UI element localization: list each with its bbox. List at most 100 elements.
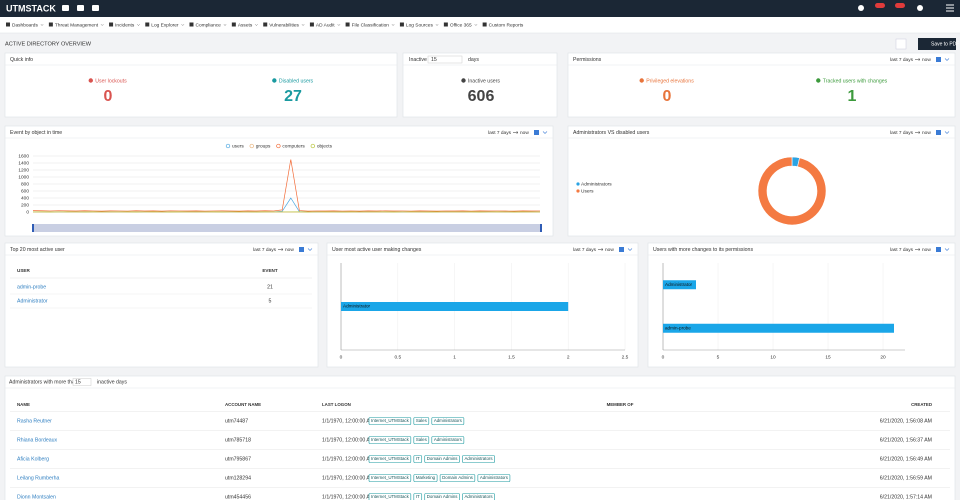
dropdown-chevron[interactable] [944, 58, 950, 61]
legend-label[interactable]: users [232, 143, 244, 149]
legend-marker[interactable] [249, 143, 254, 149]
menu-item[interactable]: Compliance [195, 22, 221, 28]
menu-chevron[interactable] [435, 24, 439, 26]
admin-name[interactable]: Rhiana Bordeaux [17, 437, 57, 443]
range-to[interactable]: now [605, 248, 614, 253]
menu-chevron[interactable] [474, 24, 478, 26]
hamburger-menu[interactable] [946, 4, 954, 12]
range-from[interactable]: last 7 days [573, 247, 597, 253]
days-input[interactable] [427, 55, 463, 64]
account-icon[interactable] [917, 5, 923, 11]
range-to[interactable]: now [922, 58, 931, 63]
menu-icon[interactable] [443, 22, 448, 27]
menu-item[interactable]: Vulnerabilities [269, 22, 299, 28]
menu-icon[interactable] [263, 22, 268, 27]
menu-icon[interactable] [345, 22, 350, 27]
legend-marker[interactable] [225, 143, 231, 149]
calendar-icon[interactable] [936, 247, 941, 252]
user-link[interactable]: Administrator [17, 298, 48, 304]
dropdown-chevron[interactable] [307, 248, 313, 251]
legend-marker[interactable] [576, 189, 580, 193]
menu-chevron[interactable] [40, 24, 44, 26]
nav-icon[interactable] [92, 5, 99, 11]
legend-marker[interactable] [310, 143, 315, 149]
range-to[interactable]: now [922, 131, 931, 136]
menu-chevron[interactable] [301, 24, 305, 26]
group-tag-label: Sales [416, 437, 428, 442]
admin-name[interactable]: Leilang Rumberha [17, 475, 60, 481]
days-input[interactable] [72, 378, 92, 386]
menu-icon[interactable] [399, 22, 404, 27]
menu-item[interactable]: Custom Reports [489, 22, 524, 28]
menu-icon[interactable] [109, 22, 114, 27]
dropdown-chevron[interactable] [542, 131, 548, 134]
save-button[interactable] [918, 38, 956, 50]
menu-icon[interactable] [189, 22, 194, 27]
calendar-icon[interactable] [534, 130, 539, 135]
admin-name[interactable]: Rasha Reutner [17, 418, 52, 424]
logo[interactable]: UTMSTACK [6, 3, 56, 13]
admin-name[interactable]: Aficia Kolberg [17, 456, 49, 462]
menu-chevron[interactable] [391, 24, 395, 26]
menu-chevron[interactable] [255, 24, 258, 26]
menu-icon[interactable] [482, 22, 487, 27]
notification-badge[interactable] [895, 3, 905, 8]
menu-icon[interactable] [48, 22, 53, 27]
range-from[interactable]: last 7 days [253, 247, 277, 253]
legend-label[interactable]: Users [581, 188, 594, 194]
menu-chevron[interactable] [100, 24, 104, 26]
legend-label[interactable]: groups [256, 143, 271, 149]
save-button-label[interactable]: Save to PDF [931, 41, 959, 47]
menu-chevron[interactable] [223, 24, 227, 26]
menu-item[interactable]: Incidents [115, 22, 135, 28]
days-input-value[interactable]: 15 [75, 379, 81, 385]
menu-icon[interactable] [231, 22, 236, 27]
slider-handle[interactable] [540, 224, 542, 232]
notification-badge[interactable] [875, 3, 885, 8]
menu-item[interactable]: Log Explorer [151, 22, 179, 28]
menu-icon[interactable] [309, 22, 314, 27]
range-to[interactable]: now [285, 248, 294, 253]
calendar-icon[interactable] [936, 57, 941, 62]
slider-handle[interactable] [32, 224, 34, 232]
user-icon[interactable] [858, 5, 864, 11]
export-icon[interactable] [895, 38, 907, 50]
nav-icon[interactable] [77, 5, 84, 11]
menu-chevron[interactable] [181, 24, 185, 26]
menu-chevron[interactable] [137, 24, 140, 26]
menu-chevron[interactable] [337, 24, 341, 26]
dropdown-chevron[interactable] [627, 248, 633, 251]
legend-label[interactable]: computers [282, 143, 305, 149]
group-tag-label: IT [416, 494, 420, 499]
user-link[interactable]: admin-probe [17, 284, 46, 290]
menu-item[interactable]: File Classification [352, 22, 390, 28]
nav-icon[interactable] [62, 5, 69, 11]
dropdown-chevron[interactable] [944, 131, 950, 134]
legend-label[interactable]: Administrators [581, 181, 612, 187]
legend-marker[interactable] [576, 182, 580, 186]
calendar-icon[interactable] [936, 130, 941, 135]
legend-label[interactable]: objects [317, 143, 333, 149]
range-from[interactable]: last 7 days [488, 130, 512, 136]
range-from[interactable]: last 7 days [890, 247, 914, 253]
menu-item[interactable]: Log Sources [406, 22, 434, 28]
menu-item[interactable]: Dashboards [12, 22, 38, 28]
days-input-value[interactable]: 15 [431, 57, 437, 63]
range-from[interactable]: last 7 days [890, 130, 914, 136]
range-slider[interactable] [33, 224, 541, 232]
menu-icon[interactable] [145, 22, 150, 27]
calendar-icon[interactable] [299, 247, 304, 252]
menu-item[interactable]: Office 365 [450, 22, 472, 28]
range-from[interactable]: last 7 days [890, 57, 914, 63]
menu-item[interactable]: AD Audit [316, 22, 335, 28]
calendar-icon[interactable] [619, 247, 624, 252]
menu-icon[interactable] [6, 22, 10, 27]
admin-name[interactable]: Dionn Montsalen [17, 494, 56, 500]
range-to[interactable]: now [922, 248, 931, 253]
dropdown-chevron[interactable] [944, 248, 950, 251]
legend-marker[interactable] [276, 143, 281, 149]
menu-item[interactable]: Assets [238, 22, 253, 28]
account-name: utm454456 [225, 494, 251, 500]
range-to[interactable]: now [520, 131, 529, 136]
menu-item[interactable]: Threat Management [55, 22, 99, 28]
